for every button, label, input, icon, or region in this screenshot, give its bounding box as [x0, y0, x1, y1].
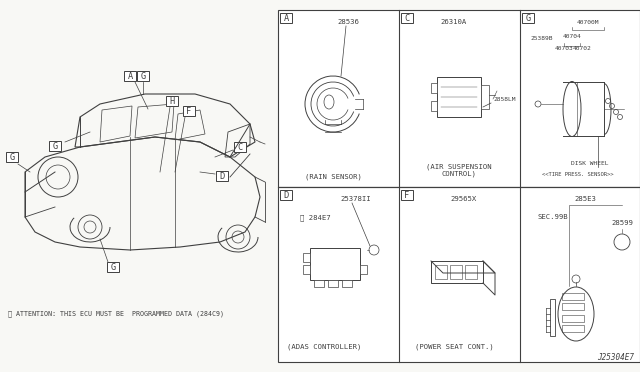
Text: (ADAS CONTROLLER): (ADAS CONTROLLER): [287, 343, 361, 350]
Text: D: D: [284, 190, 289, 199]
Bar: [435, 265, 447, 279]
Text: G: G: [10, 153, 15, 161]
Text: 2858LM: 2858LM: [493, 97, 515, 102]
Text: G: G: [52, 141, 58, 151]
Text: (AIR SUSPENSION
CONTROL): (AIR SUSPENSION CONTROL): [426, 163, 492, 177]
Text: C: C: [237, 142, 243, 151]
Text: H: H: [170, 96, 175, 106]
Text: G: G: [110, 263, 116, 272]
Text: F: F: [404, 190, 410, 199]
FancyBboxPatch shape: [183, 106, 195, 116]
Bar: [303, 265, 310, 274]
Text: 40702: 40702: [573, 46, 591, 51]
Bar: [314, 280, 324, 287]
Bar: [481, 85, 489, 109]
Text: A: A: [284, 13, 289, 22]
Bar: [465, 265, 477, 279]
Text: 25389B: 25389B: [530, 36, 552, 41]
Text: C: C: [404, 13, 410, 22]
Text: (POWER SEAT CONT.): (POWER SEAT CONT.): [415, 343, 493, 350]
Bar: [431, 101, 437, 111]
Text: ※ 284E7: ※ 284E7: [300, 214, 331, 221]
Text: F: F: [186, 106, 191, 115]
FancyBboxPatch shape: [216, 171, 228, 181]
FancyBboxPatch shape: [234, 142, 246, 152]
Text: <<TIRE PRESS. SENSOR>>: <<TIRE PRESS. SENSOR>>: [542, 172, 614, 177]
Text: 285E3: 285E3: [574, 196, 596, 202]
Bar: [310, 248, 360, 280]
Bar: [562, 325, 584, 332]
Bar: [431, 261, 483, 283]
Text: SEC.99B: SEC.99B: [538, 214, 568, 220]
FancyBboxPatch shape: [107, 262, 119, 272]
Bar: [562, 315, 584, 322]
Text: 40703: 40703: [555, 46, 573, 51]
Text: ※ ATTENTION: THIS ECU MUST BE  PROGRAMMED DATA (284C9): ※ ATTENTION: THIS ECU MUST BE PROGRAMMED…: [8, 310, 224, 317]
Bar: [278, 187, 640, 362]
Text: 40704: 40704: [563, 34, 581, 39]
Bar: [450, 265, 462, 279]
FancyBboxPatch shape: [522, 13, 534, 23]
Bar: [328, 280, 338, 287]
Text: G: G: [140, 71, 146, 80]
FancyBboxPatch shape: [6, 152, 18, 162]
FancyBboxPatch shape: [166, 96, 178, 106]
FancyBboxPatch shape: [401, 13, 413, 23]
FancyBboxPatch shape: [401, 190, 413, 200]
Text: J25304E7: J25304E7: [597, 353, 634, 362]
Text: G: G: [525, 13, 531, 22]
Bar: [437, 77, 481, 117]
Bar: [431, 83, 437, 93]
Bar: [360, 265, 367, 274]
FancyBboxPatch shape: [49, 141, 61, 151]
Text: (RAIN SENSOR): (RAIN SENSOR): [305, 173, 362, 180]
Text: 26310A: 26310A: [441, 19, 467, 25]
Text: 25378II: 25378II: [340, 196, 371, 202]
Text: D: D: [220, 171, 225, 180]
FancyBboxPatch shape: [137, 71, 149, 81]
Text: 28536: 28536: [337, 19, 359, 25]
FancyBboxPatch shape: [124, 71, 136, 81]
Bar: [562, 303, 584, 310]
Text: DISK WHEEL: DISK WHEEL: [572, 161, 609, 166]
Text: 40700M: 40700M: [577, 20, 599, 25]
Bar: [303, 253, 310, 262]
Bar: [562, 293, 584, 300]
Text: 29565X: 29565X: [451, 196, 477, 202]
Bar: [278, 10, 640, 187]
FancyBboxPatch shape: [280, 13, 292, 23]
Text: 28599: 28599: [611, 220, 633, 226]
Text: A: A: [127, 71, 132, 80]
Bar: [342, 280, 352, 287]
FancyBboxPatch shape: [280, 190, 292, 200]
